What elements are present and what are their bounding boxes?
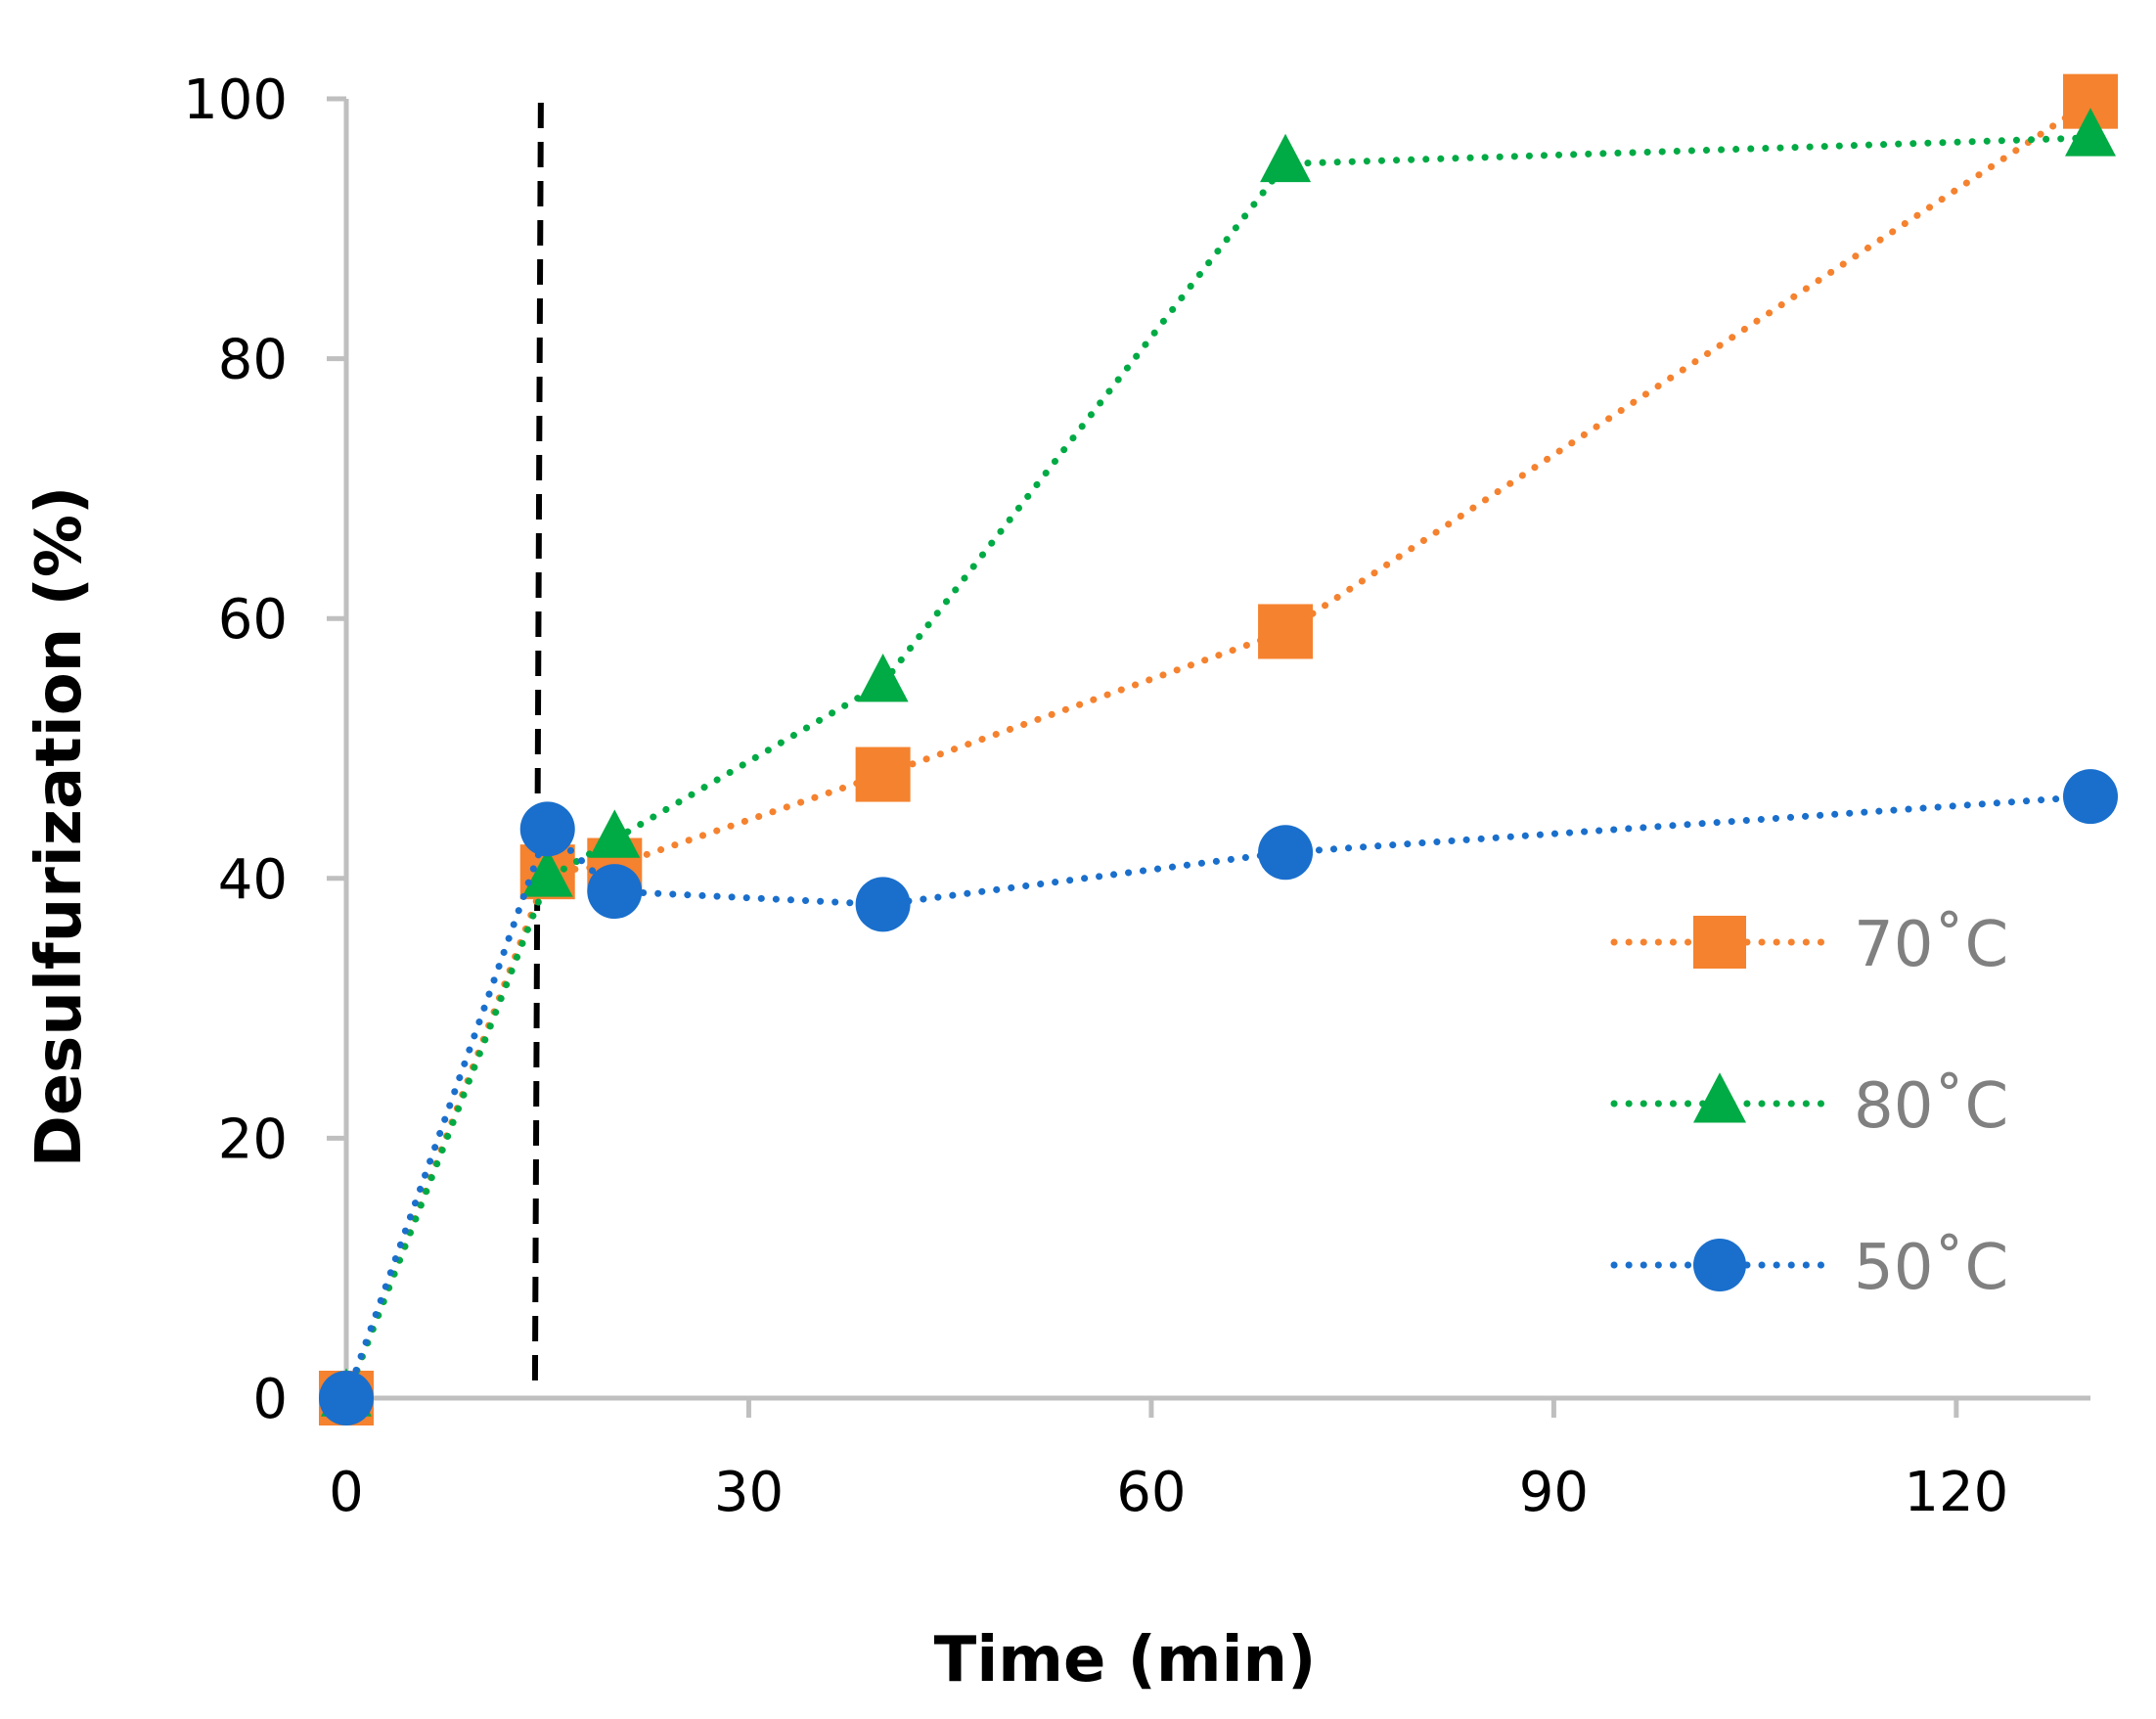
legend-label: 80˚C — [1854, 1070, 2008, 1143]
legend-item: 50˚C — [1610, 1232, 2008, 1304]
x-tick-label: 120 — [1904, 1461, 2008, 1524]
data-point — [1258, 604, 1314, 659]
x-tick-label: 60 — [1116, 1461, 1186, 1524]
y-axis-title: Desulfurization (%) — [23, 486, 96, 1167]
legend-item: 80˚C — [1610, 1070, 2008, 1143]
series-2 — [319, 769, 2118, 1425]
data-point — [589, 809, 641, 858]
data-point — [319, 1371, 374, 1425]
data-point — [855, 877, 911, 932]
series-line — [342, 792, 2094, 1402]
legend-item: 70˚C — [1610, 909, 2008, 981]
y-tick-label: 100 — [183, 68, 288, 132]
x-tick-label: 30 — [714, 1461, 784, 1524]
y-tick-label: 20 — [218, 1108, 288, 1171]
series-1 — [321, 108, 2116, 1417]
data-point — [857, 653, 909, 702]
y-tick-label: 0 — [252, 1368, 288, 1431]
legend-marker — [1693, 916, 1746, 969]
y-tick-label: 40 — [218, 848, 288, 912]
data-point — [1260, 133, 1312, 183]
data-point — [2063, 769, 2118, 825]
legend-label: 50˚C — [1854, 1232, 2008, 1304]
data-point — [521, 848, 573, 897]
y-tick-label: 60 — [218, 588, 288, 652]
series-line — [342, 98, 2094, 1402]
data-point — [2065, 108, 2116, 157]
series-group — [319, 73, 2118, 1425]
x-axis-title: Time (min) — [934, 1624, 1317, 1696]
data-point — [855, 746, 911, 802]
x-tick-label: 0 — [329, 1461, 364, 1524]
x-tick-label: 90 — [1519, 1461, 1589, 1524]
axes: 0 20 40 60 80 100 0 30 60 90 120 — [183, 68, 2090, 1524]
legend-marker — [1693, 1072, 1746, 1123]
data-point — [1258, 825, 1314, 881]
data-point — [519, 801, 575, 857]
series-line — [342, 134, 2094, 1402]
data-point — [587, 864, 643, 920]
series-0 — [319, 73, 2118, 1425]
legend: 70˚C 80˚C 50˚C — [1610, 909, 2008, 1304]
reference-dashed-line — [531, 102, 544, 1393]
legend-marker — [1693, 1239, 1746, 1291]
y-tick-label: 80 — [218, 329, 288, 392]
reference-line-group — [531, 102, 544, 1393]
legend-label: 70˚C — [1854, 909, 2008, 981]
